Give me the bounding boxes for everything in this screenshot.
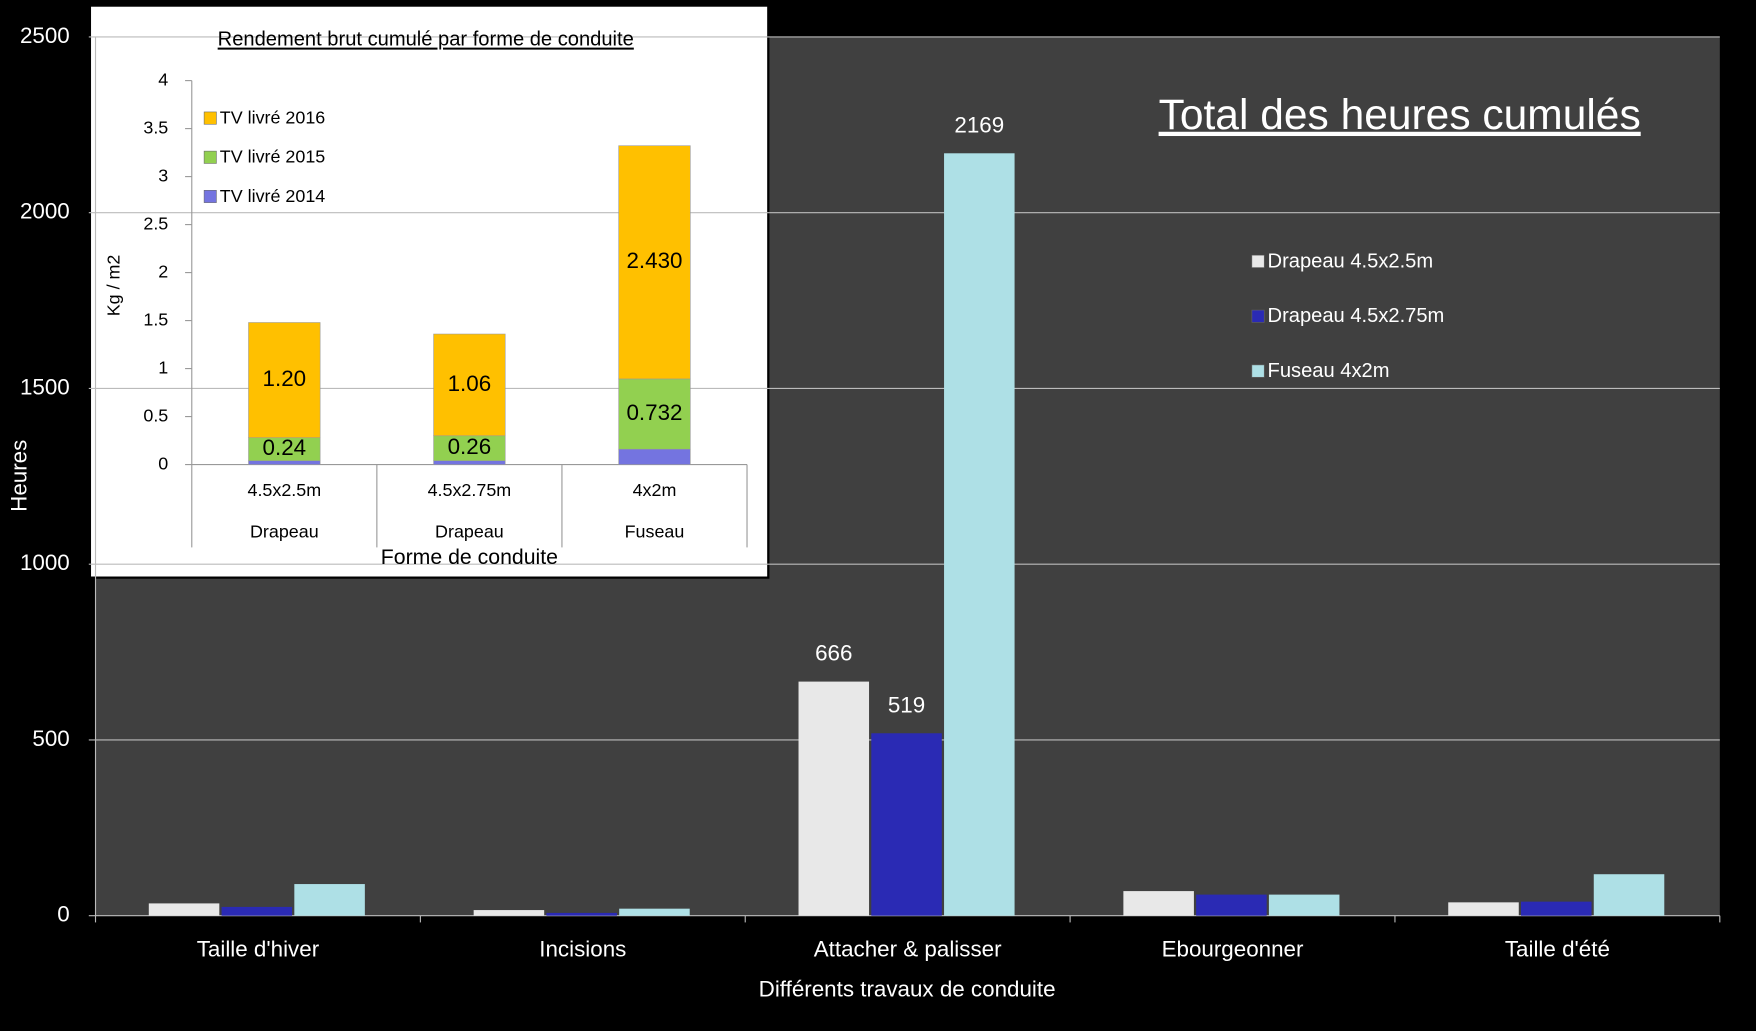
chart-title: Rendement brut cumulé par forme de condu… (218, 29, 634, 51)
y-axis-label: Heures (6, 440, 31, 512)
x-tick-label: 4.5x2.5m (247, 480, 321, 500)
x-tick-label: Ebourgeonner (1162, 936, 1304, 961)
x-axis-label: Différents travaux de conduite (759, 977, 1056, 1002)
bar (798, 681, 870, 916)
bar (546, 912, 617, 916)
data-label: 666 (815, 641, 852, 666)
bar-segment (433, 333, 506, 437)
y-tick-label: 0 (158, 453, 168, 473)
y-tick-label: 1.5 (143, 309, 168, 329)
bar (1593, 874, 1665, 916)
legend-label: TV livré 2014 (220, 186, 326, 206)
legend-label: Fuseau 4x2m (1268, 360, 1390, 382)
data-label: 2.430 (626, 248, 682, 273)
data-label: 1.06 (448, 371, 492, 396)
x-axis-label: Forme de conduite (381, 545, 558, 569)
y-tick-label: 2500 (20, 23, 70, 48)
bar-segment (618, 378, 691, 450)
legend-swatch (1251, 364, 1265, 378)
data-label: 0.732 (626, 400, 682, 425)
bar-segment (248, 460, 321, 465)
bar (944, 153, 1015, 916)
bar (221, 906, 293, 916)
y-tick-label: 2000 (20, 199, 70, 224)
legend-label: Drapeau 4.5x2.75m (1268, 305, 1445, 327)
y-tick-label: 1000 (20, 550, 70, 575)
bar (148, 903, 220, 916)
bar (871, 733, 942, 916)
bar-segment (248, 322, 321, 438)
legend-label: Drapeau 4.5x2.5m (1268, 250, 1434, 272)
y-tick-label: 3 (158, 165, 168, 185)
bar-segment (618, 448, 691, 465)
legend-label: TV livré 2016 (220, 107, 326, 127)
x-tick-label: Incisions (539, 936, 626, 961)
y-tick-label: 3.5 (143, 117, 168, 137)
data-label: 0.24 (263, 435, 307, 460)
bar-segment (433, 435, 506, 462)
y-tick-label: 1500 (20, 374, 70, 399)
bar (473, 910, 545, 916)
legend-swatch (203, 111, 217, 125)
bar (1521, 901, 1592, 916)
y-tick-label: 1 (158, 357, 168, 377)
bar (1123, 891, 1194, 916)
x-group-label: Drapeau (435, 522, 504, 542)
data-label: 0.26 (448, 434, 492, 459)
bar (1448, 902, 1519, 916)
bar (619, 908, 690, 916)
bar (1268, 894, 1340, 916)
legend-swatch (1251, 254, 1265, 268)
data-label: 519 (888, 692, 925, 717)
x-tick-label: Taille d'été (1505, 936, 1610, 961)
x-group-label: Drapeau (250, 522, 319, 542)
data-label: 2169 (954, 112, 1004, 137)
legend-swatch (1251, 309, 1265, 323)
bar-segment (433, 460, 506, 465)
y-tick-label: 0 (57, 902, 69, 927)
bar-segment (618, 145, 691, 380)
legend-label: TV livré 2015 (220, 147, 326, 167)
x-tick-label: 4.5x2.75m (428, 480, 512, 500)
y-tick-label: 2 (158, 261, 168, 281)
x-tick-label: Attacher & palisser (814, 936, 1002, 961)
x-group-label: Fuseau (625, 522, 685, 542)
y-tick-label: 4 (158, 69, 168, 89)
data-label: 1.20 (263, 366, 307, 391)
bar (294, 884, 365, 916)
legend-swatch (203, 150, 217, 164)
y-axis-label: Kg / m2 (103, 255, 123, 317)
y-tick-label: 2.5 (143, 213, 168, 233)
legend-swatch (203, 190, 217, 203)
bar (1196, 894, 1267, 916)
x-tick-label: 4x2m (633, 480, 677, 500)
chart-title: Total des heures cumulés (1159, 91, 1641, 139)
x-tick-label: Taille d'hiver (197, 936, 320, 961)
y-tick-label: 500 (32, 726, 69, 751)
y-tick-label: 0.5 (143, 405, 168, 425)
